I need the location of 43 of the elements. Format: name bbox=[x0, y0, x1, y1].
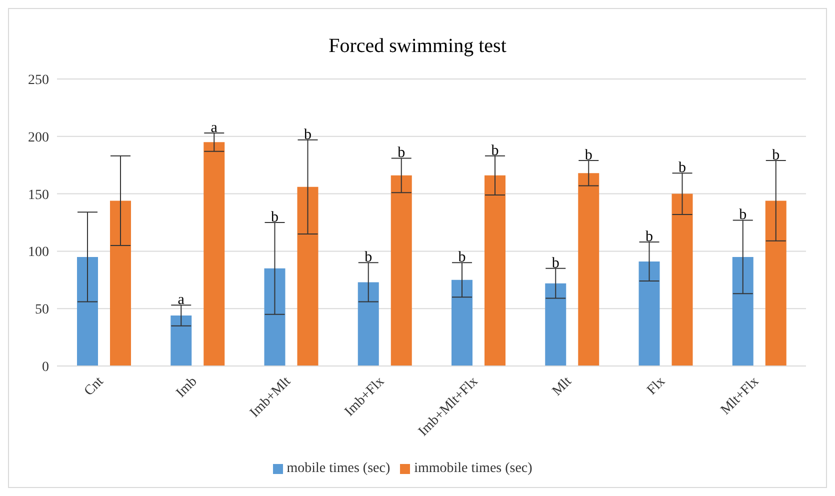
data-label: a bbox=[210, 120, 218, 136]
x-tick-label: Cnt bbox=[82, 374, 107, 400]
bar bbox=[672, 194, 693, 366]
y-tick-label: 200 bbox=[28, 130, 49, 146]
legend-label: immobile times (sec) bbox=[414, 461, 532, 476]
y-tick-label: 100 bbox=[28, 245, 49, 260]
bar bbox=[578, 173, 600, 366]
bar bbox=[638, 262, 660, 366]
y-tick-label: 250 bbox=[28, 72, 49, 88]
x-tick-label: Imb bbox=[174, 374, 200, 401]
data-label: b bbox=[739, 207, 747, 224]
data-label: b bbox=[772, 148, 780, 164]
bar bbox=[732, 256, 754, 366]
legend-label: mobile times (sec) bbox=[286, 461, 390, 476]
data-label: b bbox=[304, 126, 312, 143]
data-label: b bbox=[458, 250, 466, 266]
bar bbox=[110, 200, 131, 366]
bar bbox=[77, 256, 98, 366]
data-label: b bbox=[646, 229, 653, 246]
chart-title: Forced swimming test bbox=[328, 35, 508, 58]
data-label: b bbox=[584, 148, 592, 164]
data-label: a bbox=[178, 292, 185, 308]
bar bbox=[264, 268, 286, 366]
y-tick-label: 0 bbox=[42, 360, 49, 375]
x-tick-label: Mlt bbox=[550, 374, 575, 400]
bar bbox=[358, 282, 379, 366]
bar bbox=[545, 283, 566, 366]
y-tick-label: 50 bbox=[35, 302, 49, 318]
data-label: b bbox=[552, 255, 560, 272]
data-label: b bbox=[678, 160, 686, 176]
data-label: b bbox=[398, 145, 406, 162]
data-label: b bbox=[491, 142, 499, 159]
bar bbox=[204, 142, 225, 366]
bar bbox=[390, 175, 412, 366]
bar bbox=[297, 186, 318, 366]
data-label: b bbox=[364, 250, 372, 266]
bar bbox=[765, 200, 786, 366]
bar bbox=[484, 175, 506, 366]
data-label: b bbox=[271, 210, 278, 226]
x-tick-label: Flx bbox=[644, 374, 668, 398]
y-tick-label: 150 bbox=[28, 188, 49, 203]
bar bbox=[452, 280, 472, 366]
bar bbox=[170, 315, 192, 366]
